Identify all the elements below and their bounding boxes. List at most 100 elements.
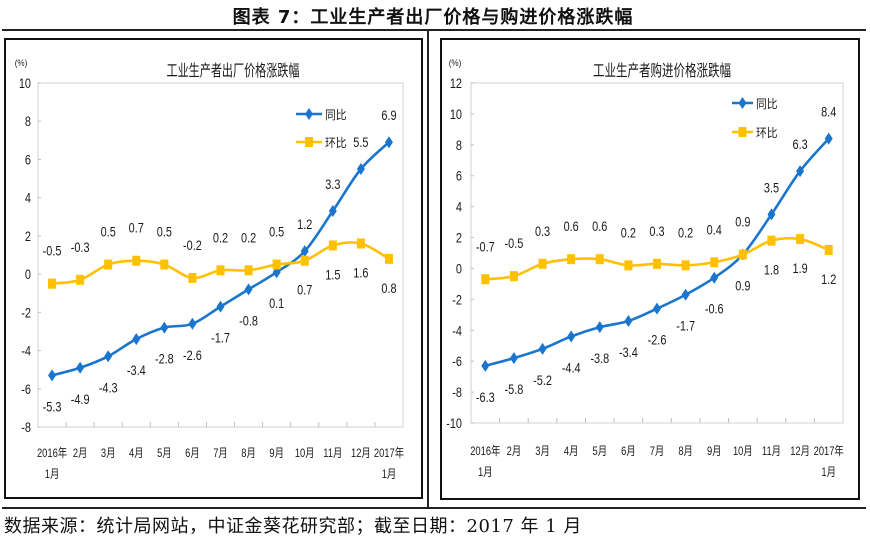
data-label: -0.6 <box>705 301 724 317</box>
data-label: -2.6 <box>183 348 202 364</box>
legend-marker <box>738 127 747 137</box>
data-label: -3.8 <box>590 351 609 367</box>
data-label: -0.5 <box>505 236 524 252</box>
data-point <box>481 274 490 285</box>
y-tick-label: 8 <box>456 138 462 154</box>
data-point <box>710 271 719 284</box>
data-point <box>160 259 169 270</box>
data-point <box>216 300 225 313</box>
x-tick-label: 2017年 <box>374 446 404 460</box>
data-label: 6.9 <box>381 108 396 124</box>
x-tick-label: 2月 <box>507 445 522 458</box>
legend-item-yoy: 同比 <box>732 97 778 111</box>
data-label: 0.5 <box>269 224 284 240</box>
data-label: -1.7 <box>211 330 230 346</box>
data-point <box>216 265 225 276</box>
data-label: 0.9 <box>735 278 750 294</box>
data-label: -0.7 <box>476 239 495 255</box>
y-axis-unit: (%) <box>15 58 28 69</box>
y-tick-label: -6 <box>21 382 31 398</box>
data-label: 8.4 <box>821 104 836 120</box>
data-label: 0.1 <box>269 296 284 312</box>
y-tick-label: 6 <box>456 168 462 184</box>
data-point <box>567 330 576 343</box>
data-point <box>824 244 833 255</box>
x-tick-label: 1月 <box>382 468 397 481</box>
data-label: -5.8 <box>505 382 524 398</box>
data-point <box>188 317 197 330</box>
data-point <box>796 234 805 245</box>
y-tick-label: 4 <box>25 190 31 206</box>
y-tick-label: -10 <box>446 416 462 432</box>
center-divider <box>427 29 429 509</box>
x-tick-label: 4月 <box>129 447 144 460</box>
x-tick-label: 10月 <box>295 447 315 460</box>
y-axis: 12 10 8 6 4 2 0 -2 -4 -6 -8 -10 <box>446 76 474 432</box>
data-point <box>104 259 113 270</box>
data-point <box>767 208 776 221</box>
chart-title: 工业生产者出厂价格涨跌幅 <box>167 62 300 80</box>
x-tick-label: 5月 <box>592 445 607 458</box>
x-tick-label: 1月 <box>478 466 493 479</box>
data-label: 1.6 <box>353 265 368 281</box>
y-tick-label: 8 <box>25 114 31 130</box>
data-point <box>160 321 169 334</box>
data-labels: -5.3 -4.9 -4.3 -3.4 -2.8 -2.6 -1.7 -0.8 0.1 1.2 3.… <box>43 108 397 415</box>
data-label: 1.5 <box>325 267 340 283</box>
data-labels: -0.5 -0.3 0.5 0.7 0.5 -0.2 0.2 0.2 0.5 0.7 1.5 1.6 0… <box>43 220 397 298</box>
x-tick-label: 1月 <box>821 466 836 479</box>
data-point <box>244 283 253 296</box>
series-mom <box>48 238 393 289</box>
data-label: -2.8 <box>155 351 174 367</box>
data-label: -0.2 <box>183 238 202 254</box>
data-label: -5.2 <box>533 373 552 389</box>
data-label: -1.7 <box>676 318 695 334</box>
top-rule <box>2 29 866 31</box>
y-tick-label: -8 <box>21 420 31 436</box>
data-label: 3.5 <box>764 180 779 196</box>
data-point <box>538 258 547 269</box>
x-tick-label: 6月 <box>621 445 636 458</box>
data-label: 0.5 <box>157 224 172 240</box>
data-point <box>48 278 57 289</box>
x-tick-label: 3月 <box>101 447 116 460</box>
data-label: 1.8 <box>764 262 779 278</box>
x-tick-label: 9月 <box>269 447 284 460</box>
data-label: -0.8 <box>239 313 258 329</box>
data-point <box>767 235 776 246</box>
legend-label: 环比 <box>325 136 347 150</box>
x-tick-label: 4月 <box>564 445 579 458</box>
x-tick-label: 8月 <box>241 447 256 460</box>
data-point <box>188 272 197 283</box>
y-tick-label: 10 <box>19 76 31 92</box>
legend-label: 同比 <box>325 108 347 122</box>
data-label: 0.2 <box>241 230 256 246</box>
x-tick-label: 8月 <box>678 445 693 458</box>
x-tick-label: 12月 <box>790 445 810 458</box>
y-tick-label: 0 <box>25 267 31 283</box>
data-label: -3.4 <box>127 363 146 379</box>
bottom-rule <box>2 507 866 509</box>
y-tick-label: -2 <box>452 292 462 308</box>
data-point <box>595 321 604 334</box>
y-tick-label: 12 <box>450 76 462 92</box>
source-note: 数据来源：统计局网站，中证金葵花研究部；截至日期：2017 年 1 月 <box>4 516 582 537</box>
data-point <box>538 342 547 355</box>
data-point <box>132 255 141 266</box>
data-label: 6.3 <box>792 137 807 153</box>
y-tick-label: 2 <box>456 230 462 246</box>
data-label: 1.2 <box>821 272 836 288</box>
y-tick-label: -8 <box>452 385 462 401</box>
data-label: 0.2 <box>213 230 228 246</box>
y-tick-label: -6 <box>452 354 462 370</box>
y-tick-label: 6 <box>25 152 31 168</box>
x-tick-label: 3月 <box>535 445 550 458</box>
y-tick-label: 2 <box>25 229 31 245</box>
data-label: 0.5 <box>101 224 116 240</box>
data-point <box>384 253 393 264</box>
data-label: 0.7 <box>129 220 144 236</box>
data-labels: -6.3 -5.8 -5.2 -4.4 -3.8 -3.4 -2.6 -1.7 -0.6 0.9 3… <box>476 104 836 405</box>
data-label: 0.6 <box>592 219 607 235</box>
x-tick-label: 1月 <box>45 468 60 481</box>
